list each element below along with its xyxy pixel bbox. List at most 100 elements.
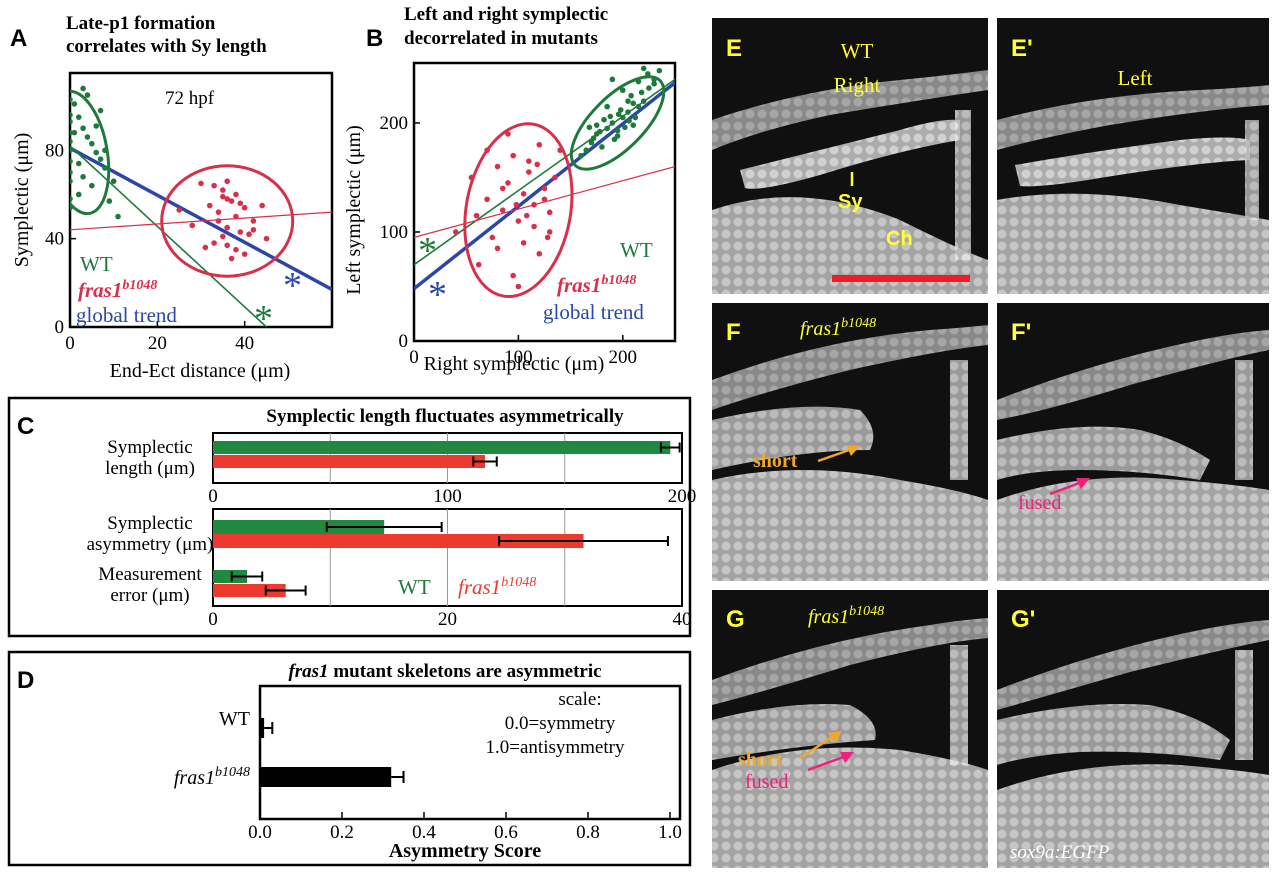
stage-label: 72 hpf bbox=[165, 88, 215, 109]
wt-point bbox=[601, 116, 607, 123]
mutant-point bbox=[206, 202, 213, 209]
mutant-point bbox=[473, 212, 480, 219]
y-tick-label: 40 bbox=[45, 229, 64, 250]
micrograph-e: E WT Right Sy Ch bbox=[712, 18, 988, 294]
wt-point bbox=[611, 136, 618, 143]
mutant-point bbox=[189, 222, 196, 229]
plot-frame bbox=[258, 684, 682, 821]
x-tick-label: 0.2 bbox=[330, 822, 354, 843]
mutant-point bbox=[211, 182, 217, 189]
wt-point bbox=[97, 156, 104, 162]
wt-point bbox=[622, 124, 628, 131]
x-axis-label: Asymmetry Score bbox=[389, 840, 541, 862]
mutant-point bbox=[228, 255, 235, 262]
wt-point bbox=[597, 128, 603, 135]
panel-title-line1: Left and right symplectic bbox=[404, 4, 608, 25]
micro-label: Right bbox=[834, 73, 881, 97]
legend-wt: WT bbox=[80, 252, 113, 276]
wt-point bbox=[635, 103, 642, 110]
legend-mutant: fras1b1048 bbox=[557, 273, 636, 297]
panel-letter: A bbox=[10, 25, 27, 52]
wt-point bbox=[630, 100, 637, 107]
wt-point bbox=[640, 98, 647, 104]
mutant-point bbox=[494, 245, 501, 252]
wt-trend-line bbox=[70, 145, 268, 327]
mutant-point bbox=[520, 191, 527, 197]
wt-point bbox=[102, 147, 108, 154]
wt-point bbox=[106, 198, 113, 204]
wt-point bbox=[70, 204, 73, 211]
wt-point bbox=[635, 78, 642, 85]
micrograph-f: F fras1b1048 short bbox=[712, 303, 988, 581]
mutant-point bbox=[224, 178, 230, 185]
mutant-point bbox=[494, 163, 501, 170]
panel-d: D fras1 mutant skeletons are asymmetric … bbox=[7, 650, 692, 867]
x-tick-label: 100 bbox=[504, 347, 533, 368]
micrograph-g-prime: G' sox9a:EGFP bbox=[997, 590, 1269, 868]
wt-point bbox=[70, 158, 73, 165]
legend-mutant: fras1b1048 bbox=[458, 575, 536, 599]
panel-letter: B bbox=[366, 25, 383, 52]
wt-bar bbox=[260, 718, 265, 738]
y-tick-label: 100 bbox=[380, 222, 409, 243]
wt-ellipse bbox=[70, 89, 111, 216]
mutant-point bbox=[546, 229, 553, 235]
mutant-point bbox=[233, 246, 239, 253]
panel-title: fras1 mutant skeletons are asymmetric bbox=[288, 661, 601, 682]
panel-letter: F bbox=[726, 319, 741, 346]
mutant-point bbox=[202, 244, 209, 251]
mutant-point bbox=[211, 240, 217, 246]
wt-bar bbox=[213, 520, 385, 534]
plot-area: 0 100 200 0 20 40 bbox=[208, 433, 696, 630]
global-trend-star: * bbox=[283, 265, 302, 307]
legend-mutant: fras1b1048 bbox=[78, 278, 157, 302]
fused-label: fused bbox=[745, 771, 788, 793]
x-axis-label: End-Ect distance (μm) bbox=[110, 360, 291, 382]
scale-note: scale: bbox=[558, 689, 601, 710]
mutant-point bbox=[233, 213, 239, 220]
wt-point bbox=[645, 71, 651, 77]
wt-point bbox=[607, 113, 614, 120]
wt-point bbox=[80, 85, 86, 92]
mutant-point bbox=[198, 180, 204, 187]
wt-point bbox=[71, 129, 78, 136]
wt-ellipse bbox=[569, 75, 666, 171]
mutant-point bbox=[526, 158, 532, 164]
wt-point bbox=[70, 112, 73, 118]
panel-frame bbox=[7, 650, 692, 867]
mutant-point bbox=[484, 147, 490, 154]
mutant-bar bbox=[260, 767, 392, 787]
global-trend-line bbox=[70, 146, 332, 291]
fras1-trend-line bbox=[70, 211, 332, 231]
plot-area: 0 100 200 0 100 200 bbox=[380, 65, 675, 368]
category-label: Symplectic bbox=[107, 513, 192, 534]
mutant-point bbox=[220, 193, 226, 200]
x-tick-label: 0 bbox=[208, 609, 218, 630]
genotype-label: fras1b1048 bbox=[808, 604, 884, 628]
wt-point bbox=[646, 85, 652, 91]
category-label: Measurement bbox=[98, 564, 202, 585]
mutant-point bbox=[526, 169, 532, 175]
mutant-point bbox=[237, 200, 244, 207]
wt-point bbox=[70, 118, 73, 125]
x-tick-label: 40 bbox=[673, 609, 692, 630]
mutant-point bbox=[215, 209, 222, 215]
panel-title: Symplectic length fluctuates asymmetrica… bbox=[266, 406, 624, 427]
x-tick-label: 100 bbox=[433, 486, 462, 507]
plot-clip bbox=[414, 65, 675, 299]
wt-point bbox=[614, 127, 621, 134]
wt-bar bbox=[213, 570, 248, 583]
wt-point bbox=[80, 174, 86, 180]
wt-bar bbox=[213, 441, 671, 454]
mutant-point bbox=[515, 283, 522, 290]
panel-letter: C bbox=[17, 413, 34, 440]
panel-b: B Left and right symplectic decorrelated… bbox=[343, 4, 677, 375]
wt-point bbox=[70, 178, 73, 185]
wt-point bbox=[625, 109, 631, 115]
mutant-bar bbox=[213, 534, 584, 548]
legend-global-trend: global trend bbox=[543, 300, 644, 324]
panel-letter: G' bbox=[1011, 606, 1035, 633]
mutant-point bbox=[220, 187, 226, 193]
mutant-ellipse bbox=[463, 122, 574, 299]
mutant-point bbox=[531, 223, 537, 230]
